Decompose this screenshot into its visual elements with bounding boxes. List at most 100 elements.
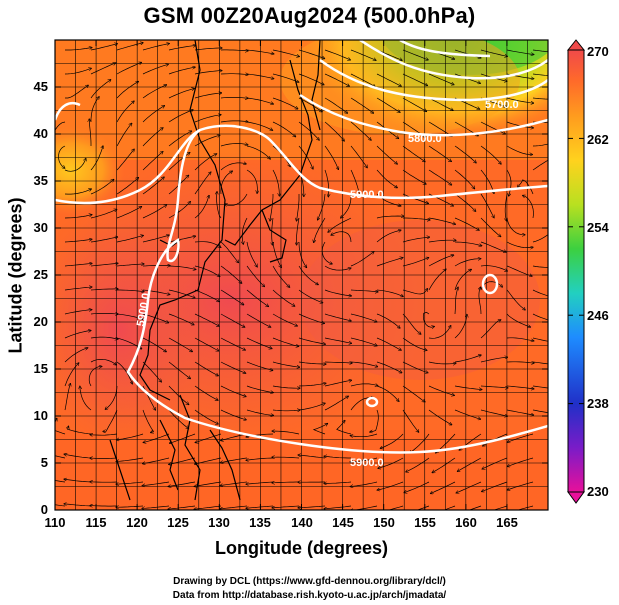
streamline	[168, 265, 196, 270]
streamline	[246, 49, 274, 54]
colorbar-tick-label: 246	[587, 308, 609, 323]
streamline	[220, 241, 238, 263]
streamline	[324, 313, 351, 321]
streamline	[298, 403, 325, 411]
streamline	[90, 180, 114, 195]
credit-line-drawing: Drawing by DCL (https://www.gfd-dennou.o…	[173, 576, 446, 587]
streamline	[454, 145, 476, 163]
streamline	[428, 217, 455, 224]
streamline	[142, 177, 164, 195]
streamline	[480, 265, 507, 271]
streamline	[428, 385, 454, 395]
streamline	[90, 237, 118, 243]
streamline	[117, 290, 144, 292]
streamline	[143, 457, 170, 464]
streamline	[482, 481, 508, 492]
streamline	[479, 287, 481, 315]
streamline	[64, 159, 86, 172]
streamline	[350, 361, 378, 367]
streamline	[194, 241, 221, 248]
streamline	[142, 505, 170, 509]
streamline	[506, 169, 512, 196]
streamline	[376, 337, 401, 350]
streamline	[454, 269, 471, 291]
x-tick-label: 130	[208, 515, 230, 530]
streamline	[298, 455, 326, 459]
streamline	[324, 289, 351, 296]
streamline	[431, 481, 456, 494]
streamline	[142, 106, 164, 123]
y-axis-label: Latitude (degrees)	[5, 197, 26, 354]
streamline	[350, 121, 371, 140]
streamline	[428, 169, 452, 185]
streamline	[168, 361, 190, 379]
streamline	[428, 409, 452, 425]
streamline	[324, 456, 351, 459]
streamline	[350, 481, 378, 487]
streamline	[506, 362, 534, 363]
streamline	[168, 313, 194, 325]
streamline	[507, 481, 534, 490]
streamline	[64, 310, 92, 315]
streamline	[350, 97, 373, 113]
contour-labels: 5900.0 5900.0 5900.0 5800.0 5700.0	[135, 99, 519, 469]
streamline	[454, 409, 480, 419]
streamline	[217, 192, 222, 219]
streamline	[116, 207, 142, 219]
x-tick-label: 110	[44, 515, 66, 530]
streamline	[90, 313, 118, 314]
streamline	[454, 193, 476, 211]
streamline	[324, 505, 352, 509]
credit-line-data: Data from http://database.rish.kyoto-u.a…	[172, 590, 447, 601]
streamline	[314, 217, 326, 242]
y-tick-label: 25	[33, 267, 48, 282]
streamline	[298, 361, 326, 364]
temperature-field	[55, 40, 548, 510]
streamline	[220, 265, 242, 283]
streamline	[116, 178, 138, 195]
streamline	[116, 101, 134, 123]
streamline	[194, 48, 222, 51]
streamline	[246, 73, 274, 79]
streamline	[324, 265, 351, 270]
y-tick-label: 10	[33, 408, 48, 423]
streamline	[88, 366, 102, 387]
streamline	[220, 50, 248, 51]
streamline	[298, 313, 324, 323]
streamline	[220, 97, 248, 98]
streamline	[324, 169, 329, 197]
streamline	[90, 63, 116, 75]
streamline	[298, 265, 318, 285]
streamline	[194, 196, 209, 219]
streamline	[142, 481, 170, 486]
streamline	[65, 48, 92, 51]
streamline	[328, 217, 352, 232]
streamline	[64, 287, 92, 291]
streamline	[402, 385, 425, 402]
streamline	[246, 289, 268, 307]
streamline	[506, 385, 534, 389]
streamline	[402, 145, 425, 162]
streamline	[482, 457, 508, 469]
streamline	[116, 149, 134, 171]
streamline	[402, 258, 429, 267]
streamline	[90, 80, 111, 99]
streamline	[480, 145, 501, 164]
x-tick-label: 140	[291, 515, 313, 530]
streamline	[220, 385, 246, 397]
streamline	[194, 93, 222, 99]
streamline	[194, 135, 220, 147]
streamline	[376, 258, 403, 267]
streamline	[402, 313, 421, 334]
streamline	[242, 217, 248, 244]
streamline	[272, 97, 298, 109]
streamline	[376, 230, 401, 243]
streamline	[64, 68, 91, 75]
streamline	[428, 362, 456, 364]
streamline	[272, 73, 299, 82]
streamline	[428, 255, 454, 267]
streamline	[220, 74, 248, 75]
streamline	[90, 482, 118, 483]
streamline	[168, 481, 196, 487]
